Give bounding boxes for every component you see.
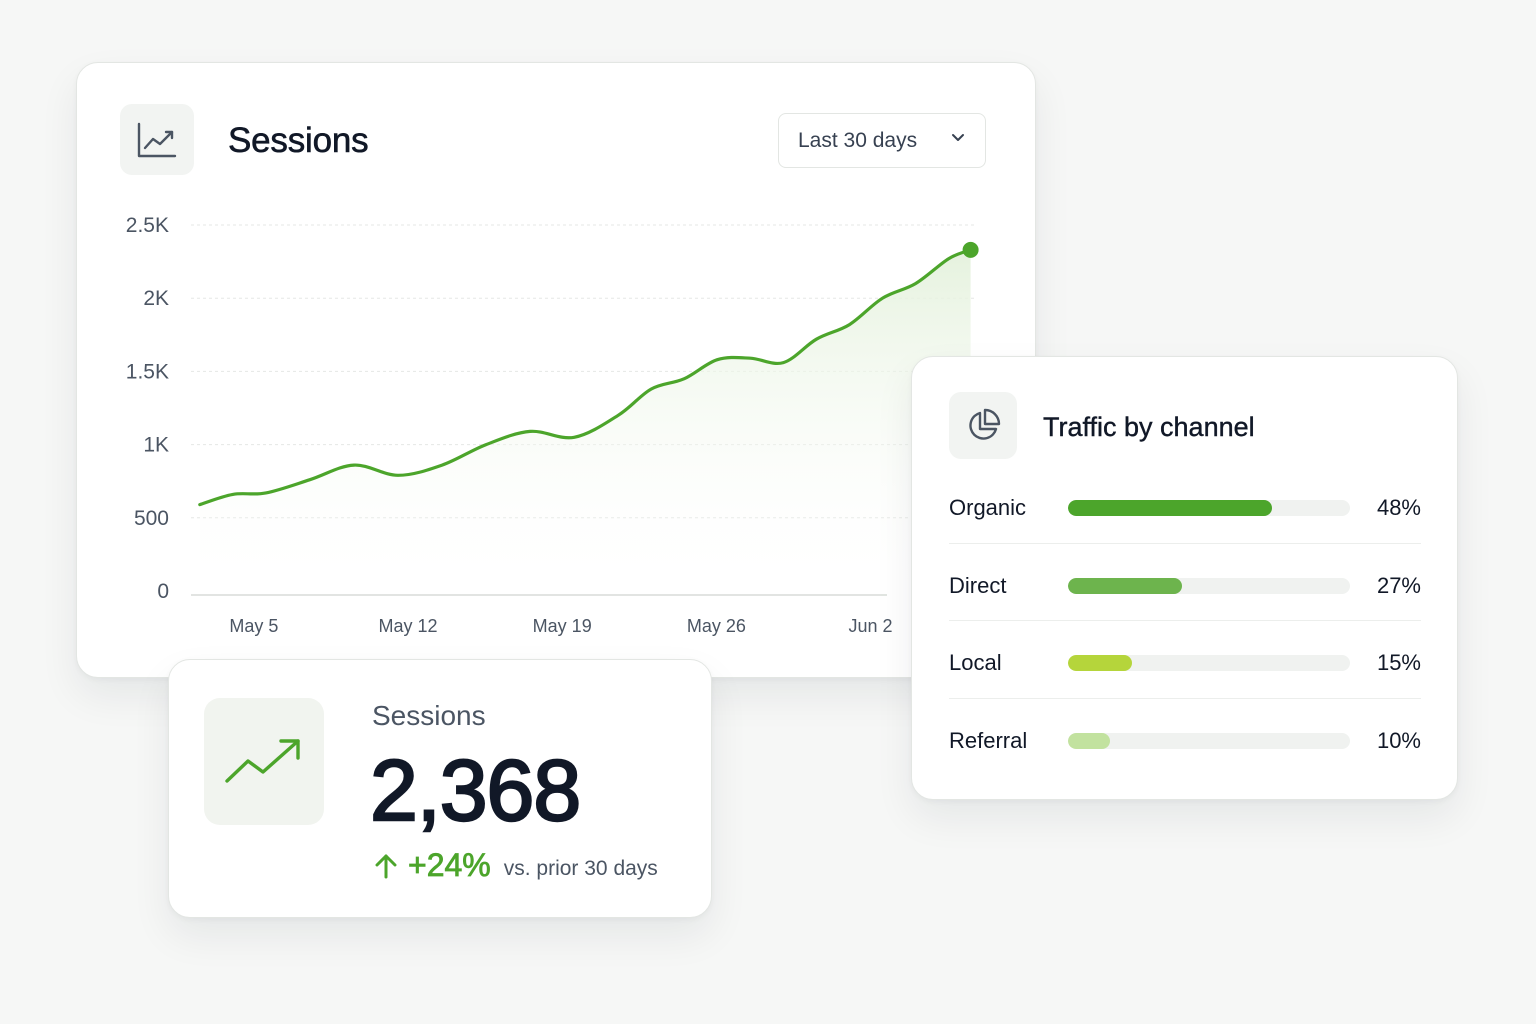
sessions-area-chart: 0 500 1K 1.5K 2K 2.5K May 5 May 12 May 19 May 26 J… bbox=[126, 214, 979, 636]
date-range-value: Last 30 days bbox=[798, 128, 918, 152]
kpi-compare-text: vs. prior 30 days bbox=[503, 856, 658, 880]
pie-chart-icon bbox=[949, 392, 1017, 459]
y-tick-label: 2.5K bbox=[126, 214, 169, 237]
sessions-kpi-card: Sessions 2,368 +24% vs. prior 30 days bbox=[168, 659, 712, 918]
channel-bar-fill bbox=[1068, 578, 1183, 594]
channel-name: Organic bbox=[949, 495, 1027, 520]
channel-row-direct: Direct 27% bbox=[949, 543, 1421, 620]
y-tick-label: 2K bbox=[143, 287, 169, 310]
x-tick-label: May 19 bbox=[533, 616, 592, 636]
latest-point-marker bbox=[962, 241, 979, 258]
channel-name: Local bbox=[949, 650, 1002, 675]
x-tick-label: May 12 bbox=[379, 616, 438, 636]
channel-percent: 48% bbox=[1376, 495, 1421, 520]
channel-bar-track bbox=[1068, 578, 1350, 594]
y-tick-label: 0 bbox=[157, 580, 169, 603]
sessions-area-fill bbox=[199, 249, 971, 595]
channel-percent: 27% bbox=[1376, 573, 1421, 598]
kpi-change: +24% bbox=[408, 847, 492, 884]
channel-bar-track bbox=[1068, 655, 1350, 671]
chevron-down-icon bbox=[952, 134, 964, 141]
channel-row-local: Local 15% bbox=[949, 620, 1421, 697]
channel-name: Direct bbox=[949, 573, 1007, 598]
x-tick-label: May 5 bbox=[229, 616, 278, 636]
traffic-title: Traffic by channel bbox=[1043, 412, 1255, 442]
channel-name: Referral bbox=[949, 728, 1028, 753]
channel-bar-fill bbox=[1068, 655, 1132, 671]
y-tick-label: 1K bbox=[143, 434, 169, 457]
arrow-up-icon bbox=[375, 854, 397, 878]
chart-title: Sessions bbox=[228, 121, 369, 161]
kpi-value: 2,368 bbox=[369, 742, 583, 840]
channel-row-referral: Referral 10% bbox=[949, 698, 1421, 775]
date-range-select[interactable]: Last 30 days bbox=[778, 113, 986, 168]
channel-bar-fill bbox=[1068, 733, 1111, 749]
x-tick-label: Jun 2 bbox=[848, 616, 892, 636]
channel-bar-track bbox=[1068, 733, 1350, 749]
sessions-chart-card: Sessions Last 30 days 0 500 1K 1.5K 2K 2.5K Ma… bbox=[76, 62, 1036, 678]
channel-bar-track bbox=[1068, 500, 1350, 516]
kpi-change-row: +24% vs. prior 30 days bbox=[374, 847, 658, 884]
channel-percent: 10% bbox=[1376, 728, 1421, 753]
y-tick-label: 1.5K bbox=[126, 360, 169, 383]
channel-percent: 15% bbox=[1376, 650, 1421, 675]
kpi-label: Sessions bbox=[372, 700, 486, 731]
line-chart-icon bbox=[120, 104, 194, 175]
traffic-by-channel-card: Traffic by channel Organic 48% Direct 27% Lo… bbox=[911, 356, 1458, 800]
x-tick-label: May 26 bbox=[687, 616, 746, 636]
trending-up-icon bbox=[204, 698, 324, 825]
y-tick-label: 500 bbox=[134, 507, 169, 530]
channel-bar-fill bbox=[1068, 500, 1272, 516]
channel-row-organic: Organic 48% bbox=[949, 487, 1421, 564]
sessions-line bbox=[198, 248, 973, 507]
